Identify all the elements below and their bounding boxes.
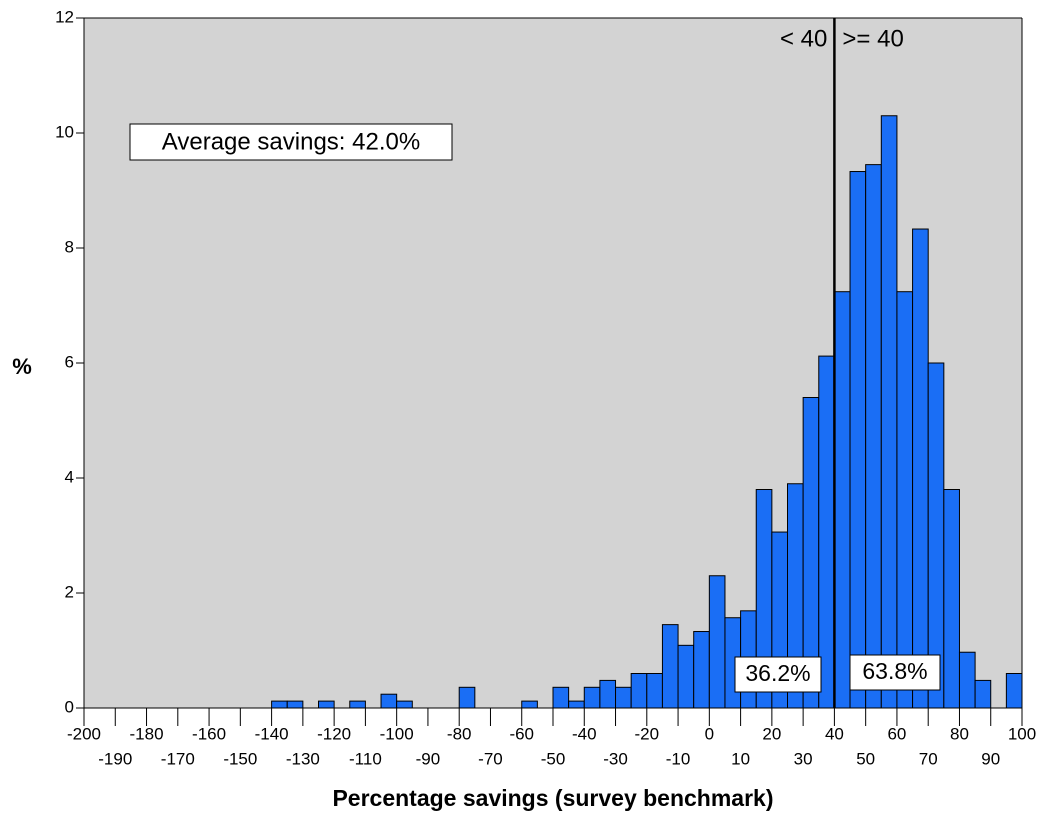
x-tick-label: -120 xyxy=(317,724,351,743)
annotation-box xyxy=(129,123,453,161)
x-tick-label: 80 xyxy=(950,724,969,743)
y-tick-label: 12 xyxy=(55,7,74,26)
x-tick-label: -30 xyxy=(603,749,628,768)
average-annotation: Average savings: 42.0% xyxy=(162,128,420,155)
x-tick-label: -180 xyxy=(130,724,164,743)
x-axis-label: Percentage savings (survey benchmark) xyxy=(332,785,773,811)
x-tick-label: -170 xyxy=(161,749,195,768)
bar xyxy=(568,700,585,709)
x-tick-label: 40 xyxy=(825,724,844,743)
left-share-label: 36.2% xyxy=(745,660,810,686)
x-tick-label: -20 xyxy=(635,724,660,743)
x-tick-label: -60 xyxy=(509,724,534,743)
bar xyxy=(943,489,960,709)
x-tick-label: 90 xyxy=(981,749,1000,768)
y-tick-label: 0 xyxy=(65,697,74,716)
bar xyxy=(630,673,648,709)
y-tick-label: 6 xyxy=(65,352,74,371)
x-tick-label: -70 xyxy=(478,749,503,768)
bar xyxy=(677,644,695,709)
x-tick-label: -140 xyxy=(255,724,289,743)
bar xyxy=(974,679,992,709)
y-tick-label: 8 xyxy=(65,237,74,256)
x-tick-label: -10 xyxy=(666,749,691,768)
bar xyxy=(958,651,976,709)
bar xyxy=(912,228,929,709)
right-share-label: 63.8% xyxy=(862,658,927,684)
bar xyxy=(818,355,835,709)
x-tick-label: 10 xyxy=(731,749,750,768)
bar xyxy=(896,291,914,709)
bar xyxy=(833,291,851,709)
annotation-box xyxy=(734,656,822,693)
y-tick-label: 4 xyxy=(65,467,74,486)
bar xyxy=(552,686,570,709)
x-tick-label: -40 xyxy=(572,724,597,743)
bar xyxy=(521,700,538,709)
x-tick-label: 70 xyxy=(919,749,938,768)
x-tick-label: -110 xyxy=(349,749,382,768)
x-tick-label: -130 xyxy=(286,749,320,768)
bar xyxy=(583,686,601,709)
y-tick-label: 2 xyxy=(65,582,74,601)
x-tick-label: -160 xyxy=(192,724,226,743)
y-axis-label: % xyxy=(12,354,32,379)
bar xyxy=(599,679,617,709)
threshold-right-label: >= 40 xyxy=(842,25,903,52)
bar xyxy=(880,115,898,709)
bar xyxy=(349,700,366,709)
x-tick-label: -190 xyxy=(98,749,132,768)
bar xyxy=(396,700,413,709)
bar xyxy=(646,673,663,709)
x-tick-label: 20 xyxy=(762,724,781,743)
annotation-box xyxy=(849,654,941,691)
x-tick-label: -90 xyxy=(416,749,441,768)
threshold-left-label: < 40 xyxy=(780,25,827,52)
x-tick-label: 30 xyxy=(794,749,813,768)
bar xyxy=(286,700,304,709)
x-tick-label: -100 xyxy=(380,724,414,743)
x-tick-label: 100 xyxy=(1008,724,1036,743)
bar xyxy=(661,624,679,709)
bar xyxy=(458,686,476,709)
y-tick-label: 10 xyxy=(55,122,74,141)
bar xyxy=(708,575,726,709)
x-tick-label: -80 xyxy=(447,724,472,743)
bar xyxy=(865,164,882,709)
x-tick-label: -200 xyxy=(67,724,101,743)
x-tick-label: -50 xyxy=(541,749,566,768)
x-tick-label: 0 xyxy=(705,724,714,743)
bar xyxy=(1005,673,1023,709)
x-tick-label: -150 xyxy=(223,749,257,768)
bar xyxy=(693,631,710,709)
bar xyxy=(271,700,288,709)
bar xyxy=(318,700,335,709)
x-tick-label: 50 xyxy=(856,749,875,768)
bar xyxy=(849,171,867,709)
bar xyxy=(615,686,632,709)
x-tick-label: 60 xyxy=(887,724,906,743)
bar xyxy=(380,693,398,709)
